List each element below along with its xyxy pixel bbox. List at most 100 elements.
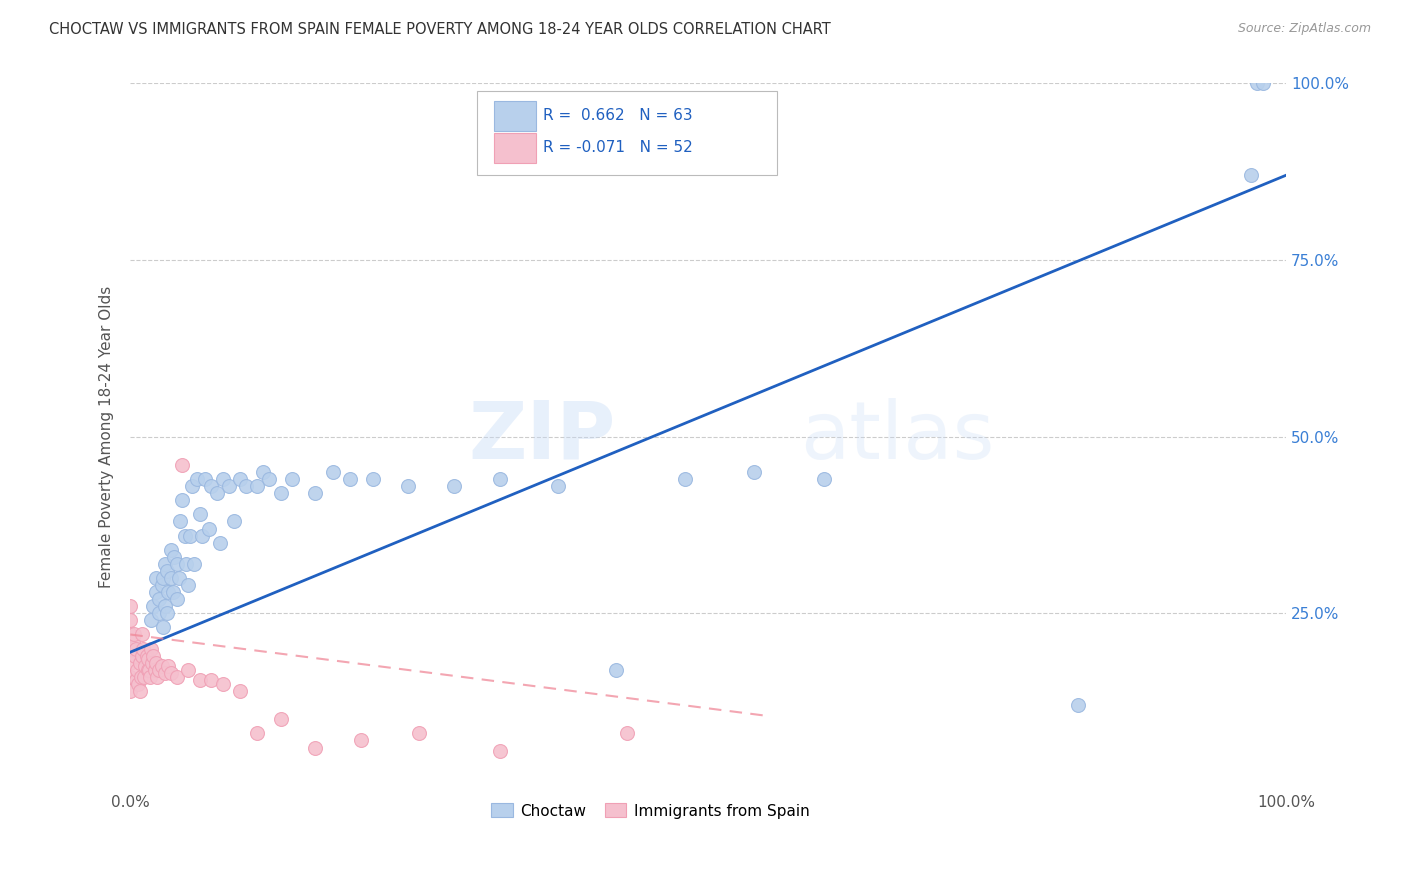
Point [1246, 77, 1268, 91]
Point [229, 684, 252, 698]
Point [179, 528, 201, 542]
Point [120, 656, 142, 670]
Point [166, 557, 188, 571]
FancyBboxPatch shape [495, 101, 536, 131]
Point [169, 515, 191, 529]
Point [132, 641, 155, 656]
Point [186, 472, 208, 486]
Point [136, 652, 159, 666]
Point [125, 641, 148, 656]
Point [139, 641, 162, 656]
Point [138, 663, 160, 677]
Point [191, 528, 214, 542]
Point [134, 670, 156, 684]
Point [125, 673, 148, 688]
Point [146, 670, 169, 684]
Point [134, 659, 156, 673]
Point [122, 627, 145, 641]
Point [489, 472, 512, 486]
Text: CHOCTAW VS IMMIGRANTS FROM SPAIN FEMALE POVERTY AMONG 18-24 YEAR OLDS CORRELATIO: CHOCTAW VS IMMIGRANTS FROM SPAIN FEMALE … [49, 22, 831, 37]
Point [443, 479, 465, 493]
Legend: Choctaw, Immigrants from Spain: Choctaw, Immigrants from Spain [485, 797, 815, 825]
Point [281, 472, 304, 486]
Point [173, 528, 195, 542]
Point [139, 670, 162, 684]
Point [177, 663, 200, 677]
Point [156, 607, 179, 621]
Point [322, 465, 344, 479]
Point [159, 542, 181, 557]
Point [166, 670, 188, 684]
Point [396, 479, 419, 493]
Point [1251, 77, 1274, 91]
Point [339, 472, 361, 486]
Point [157, 659, 180, 673]
Point [153, 666, 176, 681]
Text: R = -0.071   N = 52: R = -0.071 N = 52 [543, 140, 693, 155]
Point [172, 493, 194, 508]
Point [1067, 698, 1090, 713]
Point [143, 663, 166, 677]
Point [136, 663, 159, 677]
Point [153, 557, 176, 571]
Point [489, 744, 512, 758]
FancyBboxPatch shape [495, 133, 536, 162]
Point [150, 659, 173, 673]
Point [744, 465, 766, 479]
Point [145, 571, 167, 585]
Point [120, 670, 142, 684]
Point [153, 599, 176, 614]
Text: R =  0.662   N = 63: R = 0.662 N = 63 [543, 109, 693, 123]
Point [252, 465, 274, 479]
Point [673, 472, 696, 486]
Point [152, 571, 174, 585]
Point [813, 472, 835, 486]
Point [211, 472, 233, 486]
Point [156, 564, 179, 578]
Point [148, 592, 170, 607]
Point [270, 712, 292, 726]
Point [142, 599, 165, 614]
Point [209, 535, 232, 549]
Point [150, 578, 173, 592]
Point [145, 656, 167, 670]
Point [120, 641, 142, 656]
Point [198, 522, 221, 536]
Point [205, 486, 228, 500]
Point [304, 740, 326, 755]
Point [200, 479, 222, 493]
Point [131, 627, 153, 641]
Text: ZIP: ZIP [468, 398, 616, 475]
Point [211, 677, 233, 691]
Point [127, 663, 149, 677]
Point [547, 479, 569, 493]
Point [152, 620, 174, 634]
Point [408, 726, 430, 740]
Point [304, 486, 326, 500]
Point [183, 557, 205, 571]
Point [270, 486, 292, 500]
Point [246, 726, 269, 740]
Point [605, 663, 627, 677]
Point [218, 479, 240, 493]
Point [177, 578, 200, 592]
Point [128, 656, 150, 670]
Point [229, 472, 252, 486]
FancyBboxPatch shape [477, 90, 778, 176]
Point [127, 677, 149, 691]
Point [129, 670, 152, 684]
Point [224, 515, 246, 529]
Point [361, 472, 384, 486]
Point [180, 479, 202, 493]
Point [166, 592, 188, 607]
Point [148, 607, 170, 621]
Point [163, 549, 186, 564]
Point [159, 571, 181, 585]
Point [616, 726, 638, 740]
Point [188, 508, 211, 522]
Point [120, 627, 142, 641]
Point [246, 479, 269, 493]
Point [148, 663, 170, 677]
Y-axis label: Female Poverty Among 18-24 Year Olds: Female Poverty Among 18-24 Year Olds [100, 285, 114, 588]
Point [174, 557, 197, 571]
